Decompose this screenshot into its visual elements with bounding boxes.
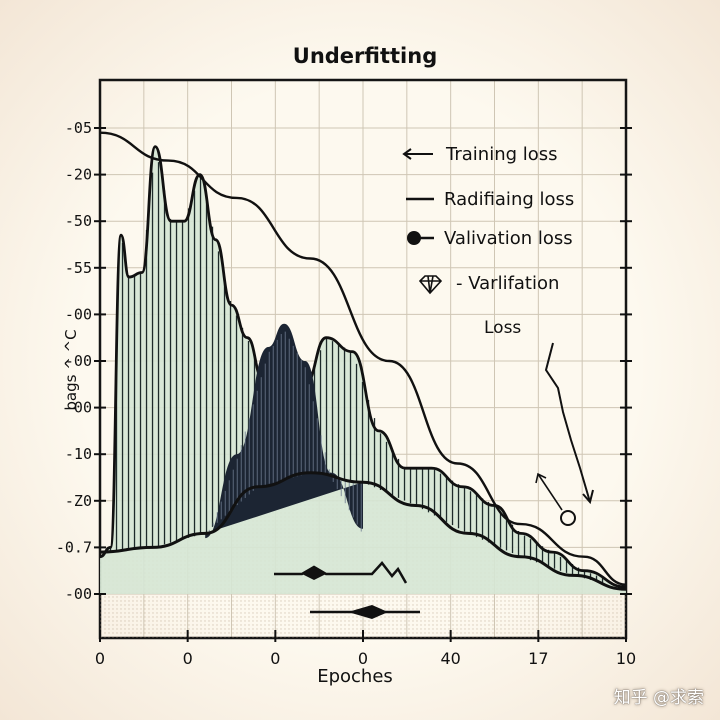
legend-label-radifiaing: Radifiaing loss [444,189,574,210]
y-tick-label: -00 [65,305,92,323]
legend-marker-valivation [407,231,421,245]
series-valivation-stripes [208,331,362,534]
legend-label-training: Training loss [445,144,558,165]
watermark: 知乎 @求索 [613,688,704,708]
y-tick-label: -Z0 [65,492,92,510]
legend-marker-training [402,148,433,160]
annotations [274,342,594,619]
x-tick-label: 0 [358,649,368,668]
x-tick-label: 0 [183,649,193,668]
y-tick-label: -10 [65,445,92,463]
series-valivation-peak [205,323,363,539]
series-training-line [100,131,626,586]
annotation-squiggle-arrowhead [582,489,594,505]
legend-label-valivation: Valivation loss [444,228,573,249]
y-tick-label: -55 [65,259,92,277]
x-tick-label: 10 [616,649,636,668]
annotation-baseline-diamond [348,605,388,619]
x-tick-label: 17 [528,649,548,668]
legend: Training loss Radifiaing loss Valivation… [402,144,574,338]
x-tick-label: 0 [95,649,105,668]
series-varlifation-line [100,471,626,591]
legend-marker-diamond-icon [418,275,443,295]
y-tick-label: -20 [65,166,92,184]
x-tick-label: 40 [440,649,460,668]
legend-label-varlifation: - Varlifation [456,273,559,294]
annotation-short-arrow [535,472,563,511]
chart-title: Underfitting [293,44,437,68]
y-tick-label: -50 [65,212,92,230]
series-layer [100,131,626,638]
annotation-mini-waveform-fill [302,567,326,580]
legend-label-loss: Loss [484,318,521,338]
y-tick-label: -05 [65,119,92,137]
y-tick-label: -0.7 [56,538,92,556]
x-tick-label: 0 [270,649,280,668]
y-tick-label: -00 [65,399,92,417]
annotation-squiggle-arrow [544,342,591,503]
x-axis-ticks: 0 0 0 0 40 17 10 [95,630,636,668]
x-axis-label: Epoches [317,666,393,687]
y-tick-label: -00 [65,585,92,603]
y-axis-ticks: -05 -20 -50 -55 -00 -00 -00 -10 -Z0 -0.7 -00 [56,119,632,603]
annotation-open-circle [560,510,576,526]
y-tick-label: -00 [65,352,92,370]
y-axis-label: bags ^ ^C [62,329,80,410]
